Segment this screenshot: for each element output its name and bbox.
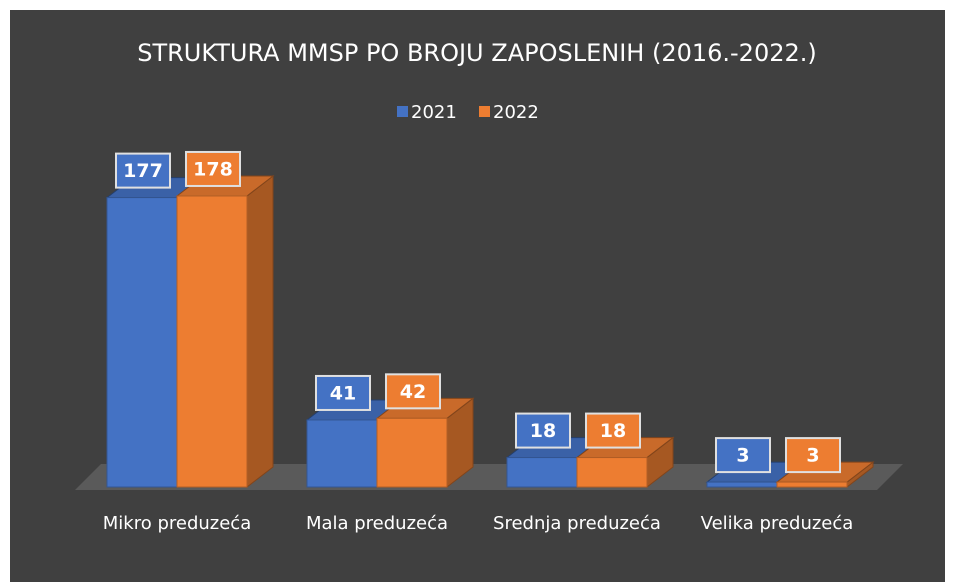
x-tick-label: Velika preduzeća (701, 513, 854, 534)
bar-front (376, 417, 448, 488)
bar-front (706, 481, 778, 488)
data-label-box (315, 374, 371, 411)
data-label-box (715, 437, 771, 474)
x-tick-label: Srednja preduzeća (493, 513, 661, 534)
legend-swatch (397, 106, 408, 117)
bar (375, 397, 475, 489)
legend-label: 2022 (493, 102, 539, 123)
x-tick-label: Mala preduzeća (306, 513, 448, 534)
legend-label: 2021 (411, 102, 457, 123)
chart-title: STRUKTURA MMSP PO BROJU ZAPOSLENIH (2016… (137, 39, 817, 67)
data-label: 3 (806, 445, 819, 467)
data-label: 18 (600, 420, 626, 442)
bar (575, 436, 675, 489)
bar-front (306, 419, 378, 488)
bar-front (506, 457, 578, 488)
floor (75, 464, 903, 490)
data-label: 41 (330, 382, 356, 404)
data-label: 3 (736, 445, 749, 467)
bar-front (776, 481, 848, 488)
bar-front (576, 457, 648, 488)
data-label-box (585, 412, 641, 449)
bar (175, 174, 275, 489)
data-label: 42 (400, 381, 426, 403)
data-label-box (515, 412, 571, 449)
x-tick-label: Mikro preduzeća (103, 513, 251, 534)
bar-side (246, 174, 274, 489)
bar-front (176, 195, 248, 488)
data-label: 177 (123, 160, 163, 182)
data-label: 18 (530, 420, 556, 442)
data-label-box (785, 437, 841, 474)
bar-front (106, 197, 178, 488)
legend-swatch (479, 106, 490, 117)
data-label-box (385, 373, 441, 410)
data-label: 178 (193, 158, 233, 180)
data-label-box (115, 152, 171, 189)
data-label-box (185, 150, 241, 187)
